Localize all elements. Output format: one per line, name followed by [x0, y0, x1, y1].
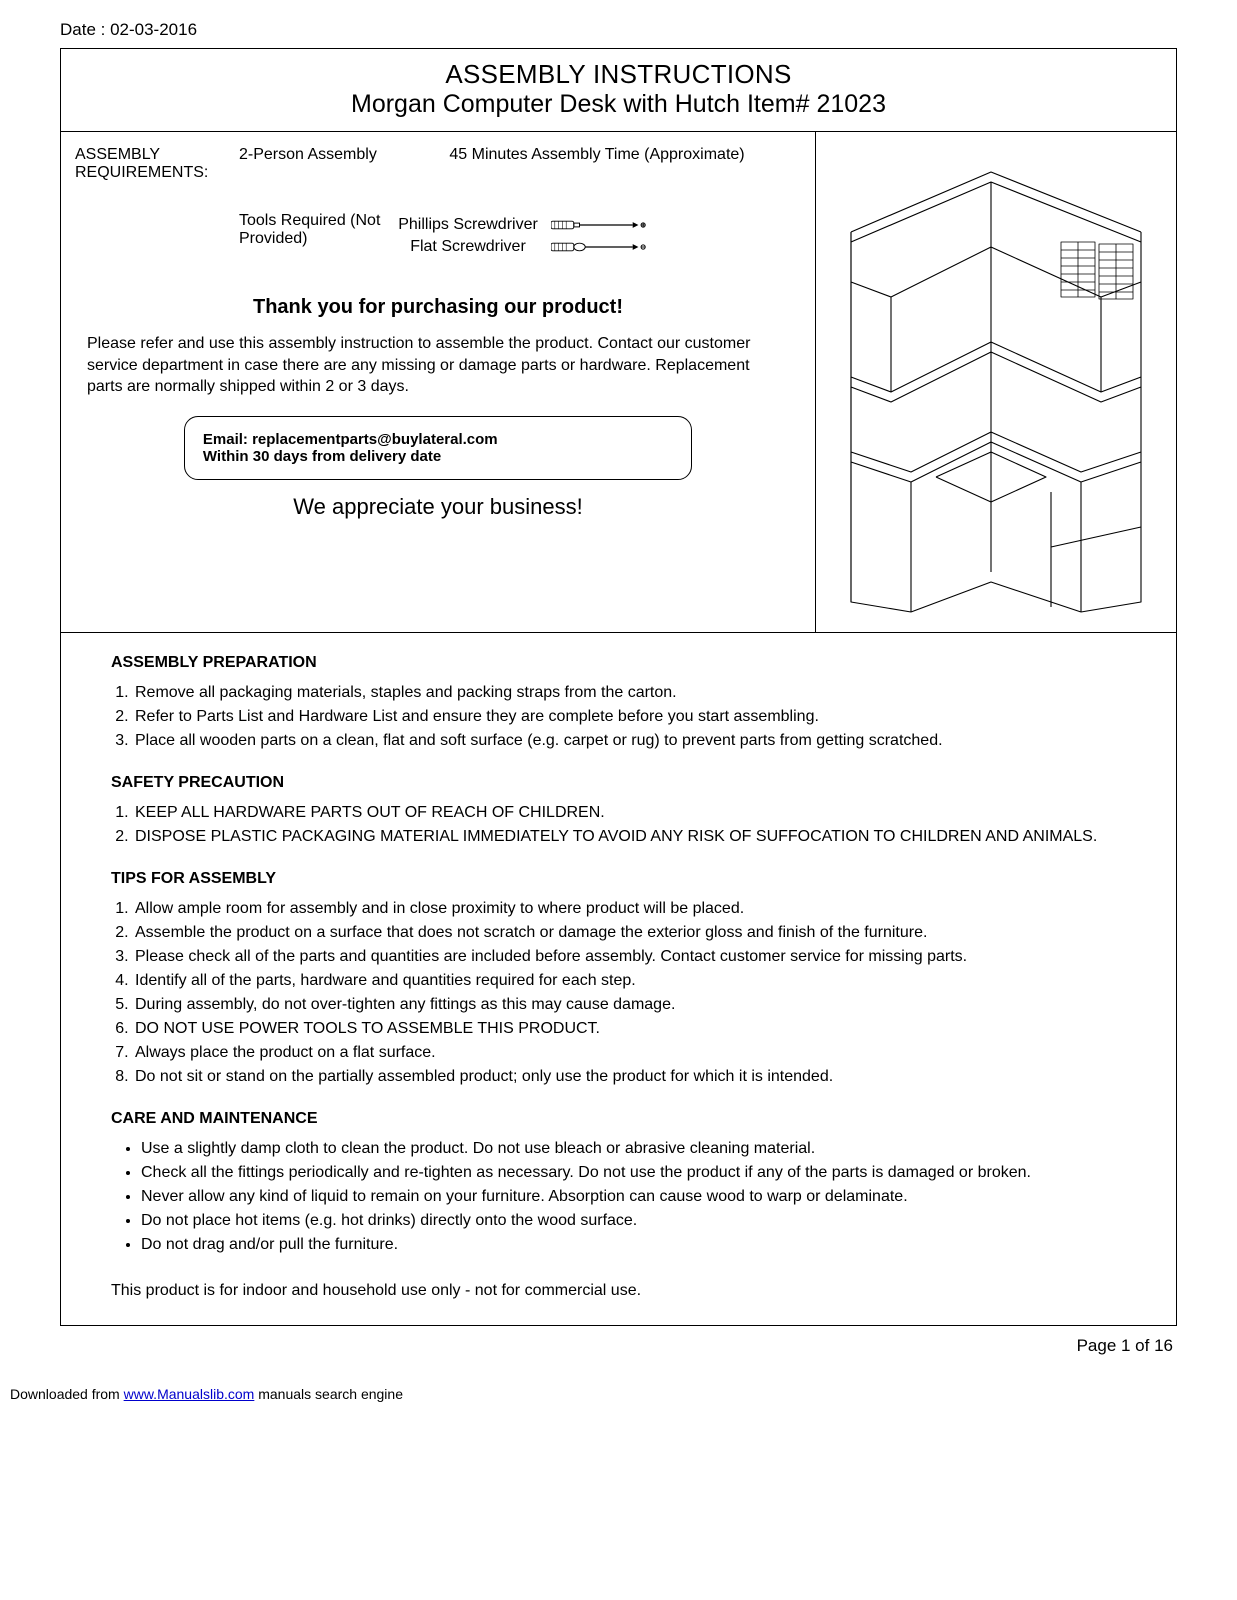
tool-row-flat: Flat Screwdriver — [393, 238, 801, 256]
list-item: DO NOT USE POWER TOOLS TO ASSEMBLE THIS … — [133, 1017, 1126, 1041]
assembly-instructions-page: Date : 02-03-2016 ASSEMBLY INSTRUCTIONS … — [0, 0, 1237, 1422]
title-line1: ASSEMBLY INSTRUCTIONS — [61, 59, 1176, 90]
req-label: ASSEMBLY REQUIREMENTS: — [75, 146, 235, 182]
outer-box: ASSEMBLY INSTRUCTIONS Morgan Computer De… — [60, 48, 1177, 1326]
prep-list: Remove all packaging materials, staples … — [111, 681, 1126, 753]
thanks-heading: Thank you for purchasing our product! — [75, 296, 801, 319]
list-item: Remove all packaging materials, staples … — [133, 681, 1126, 705]
list-item: Identify all of the parts, hardware and … — [133, 969, 1126, 993]
prep-heading: ASSEMBLY PREPARATION — [111, 651, 1126, 675]
req-tools-label: Tools Required (Not Provided) — [239, 212, 389, 256]
title-line2: Morgan Computer Desk with Hutch Item# 21… — [61, 90, 1176, 119]
list-item: Use a slightly damp cloth to clean the p… — [141, 1137, 1126, 1161]
email-box: Email: replacementparts@buylateral.com W… — [184, 416, 692, 480]
list-item: Always place the product on a flat surfa… — [133, 1041, 1126, 1065]
thanks-body: Please refer and use this assembly instr… — [75, 333, 801, 398]
list-item: Do not place hot items (e.g. hot drinks)… — [141, 1209, 1126, 1233]
manualslib-link[interactable]: www.Manualslib.com — [124, 1386, 255, 1402]
list-item: Place all wooden parts on a clean, flat … — [133, 729, 1126, 753]
tips-list: Allow ample room for assembly and in clo… — [111, 897, 1126, 1089]
desk-hutch-illustration — [831, 142, 1161, 622]
requirements-panel: ASSEMBLY REQUIREMENTS: 2-Person Assembly… — [61, 132, 816, 632]
list-item: DISPOSE PLASTIC PACKAGING MATERIAL IMMED… — [133, 825, 1126, 849]
instruction-sections: ASSEMBLY PREPARATION Remove all packagin… — [61, 633, 1176, 1325]
phillips-screwdriver-icon — [551, 216, 646, 234]
page-number: Page 1 of 16 — [60, 1336, 1177, 1356]
list-item: KEEP ALL HARDWARE PARTS OUT OF REACH OF … — [133, 801, 1126, 825]
care-list: Use a slightly damp cloth to clean the p… — [111, 1137, 1126, 1257]
care-heading: CARE AND MAINTENANCE — [111, 1107, 1126, 1131]
list-item: Never allow any kind of liquid to remain… — [141, 1185, 1126, 1209]
safety-list: KEEP ALL HARDWARE PARTS OUT OF REACH OF … — [111, 801, 1126, 849]
download-suffix: manuals search engine — [254, 1386, 403, 1402]
tips-heading: TIPS FOR ASSEMBLY — [111, 867, 1126, 891]
tool-phillips-label: Phillips Screwdriver — [393, 216, 543, 234]
download-source-line: Downloaded from www.Manualslib.com manua… — [10, 1386, 1177, 1402]
list-item: Allow ample room for assembly and in clo… — [133, 897, 1126, 921]
safety-heading: SAFETY PRECAUTION — [111, 771, 1126, 795]
req-time: 45 Minutes Assembly Time (Approximate) — [393, 146, 801, 182]
email-line2: Within 30 days from delivery date — [203, 448, 673, 465]
email-line1: Email: replacementparts@buylateral.com — [203, 431, 673, 448]
footer-note: This product is for indoor and household… — [111, 1279, 1126, 1303]
tool-row-phillips: Phillips Screwdriver — [393, 216, 801, 234]
list-item: Please check all of the parts and quanti… — [133, 945, 1126, 969]
list-item: Assemble the product on a surface that d… — [133, 921, 1126, 945]
title-block: ASSEMBLY INSTRUCTIONS Morgan Computer De… — [61, 49, 1176, 132]
req-persons: 2-Person Assembly — [239, 146, 389, 182]
list-item: Refer to Parts List and Hardware List an… — [133, 705, 1126, 729]
appreciate-line: We appreciate your business! — [75, 494, 801, 520]
date-line: Date : 02-03-2016 — [60, 20, 1177, 40]
list-item: During assembly, do not over-tighten any… — [133, 993, 1126, 1017]
flat-screwdriver-icon — [551, 238, 646, 256]
requirements-grid: ASSEMBLY REQUIREMENTS: 2-Person Assembly… — [75, 146, 801, 256]
product-illustration-panel — [816, 132, 1176, 632]
mid-row: ASSEMBLY REQUIREMENTS: 2-Person Assembly… — [61, 132, 1176, 633]
tool-flat-label: Flat Screwdriver — [393, 238, 543, 256]
list-item: Do not sit or stand on the partially ass… — [133, 1065, 1126, 1089]
list-item: Check all the fittings periodically and … — [141, 1161, 1126, 1185]
list-item: Do not drag and/or pull the furniture. — [141, 1233, 1126, 1257]
req-tools-list: Phillips Screwdriver — [393, 212, 801, 256]
download-prefix: Downloaded from — [10, 1386, 124, 1402]
